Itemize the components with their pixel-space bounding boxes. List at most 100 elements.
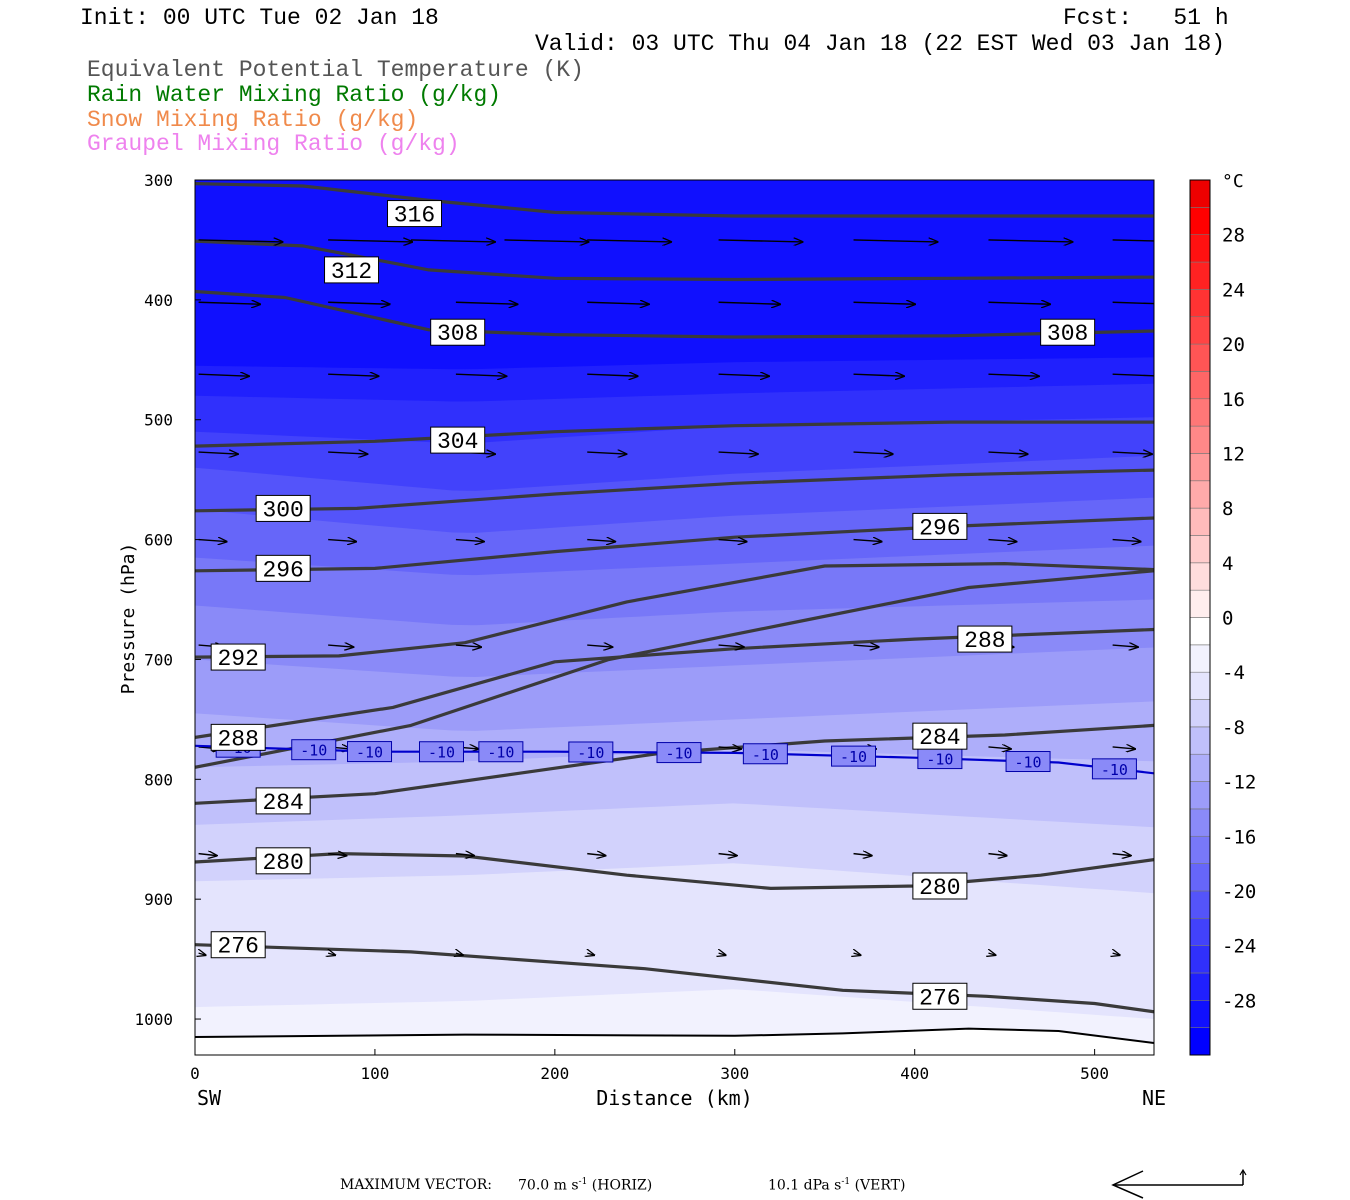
contour-labels: 316 312 308 308 304 300 296 296 292 288 288 284 284 2…: [210, 200, 1096, 1011]
wind-vector: [587, 854, 605, 856]
wind-vector: [1112, 645, 1138, 647]
wind-vector: [1112, 239, 1154, 242]
contour-label-box: [387, 200, 443, 228]
y-tick-label: 900: [144, 890, 173, 909]
theta-e-contour: [195, 943, 1154, 1014]
isotherm-label: -10: [356, 744, 383, 762]
isotherm-label: -10: [752, 746, 779, 764]
cross-section-chart: -10-10-10-10-10-10-10-10-10-10-10-10 316…: [118, 171, 1256, 1110]
contour-label-box: [324, 256, 380, 284]
contour-label: 276: [919, 985, 960, 1011]
colorbar-swatch: [1189, 425, 1211, 454]
isotherm-label-box: [1091, 758, 1137, 780]
colorbar-tick-label: 0: [1222, 608, 1233, 630]
theta-e-contour: [195, 516, 1154, 573]
x-tick-label: 400: [900, 1064, 929, 1083]
y-tick-label: 300: [144, 171, 173, 190]
wind-vector: [587, 645, 612, 647]
contour-label: 300: [262, 497, 303, 523]
colorbar-swatch: [1189, 507, 1211, 536]
colorbar-swatch: [1189, 316, 1211, 345]
colorbar-tick-label: -24: [1222, 936, 1256, 958]
contour-label: 276: [217, 934, 258, 960]
wind-vector: [718, 302, 781, 304]
isotherm-label-box: [418, 741, 464, 763]
wind-vector: [328, 240, 412, 242]
wind-vector: [455, 645, 481, 647]
contour-label: 304: [437, 429, 478, 455]
colorbar-swatch: [1189, 453, 1211, 482]
colorbar-tick-label: -28: [1222, 990, 1256, 1012]
isotherm-label: -10: [487, 744, 514, 762]
wind-vector: [455, 374, 506, 376]
wind-vector: [328, 854, 346, 856]
colorbar-swatch: [1189, 890, 1211, 919]
contour-label-box: [1040, 318, 1096, 346]
wind-vector: [198, 540, 227, 542]
x-tick-label: 100: [360, 1064, 389, 1083]
y-axis: 300 400 500 600 700 800 900 1000 Pressure (hPa): [118, 171, 201, 1029]
colorbar-swatch: [1189, 207, 1211, 235]
colorbar-swatch: [1189, 753, 1211, 782]
contour-label-box: [912, 982, 968, 1010]
contour-label-box: [430, 318, 486, 346]
contour-label-box: [255, 847, 311, 875]
minus10-isotherm: -10-10-10-10-10-10-10-10-10-10-10-10: [195, 736, 1154, 780]
max-vector-label: MAXIMUM VECTOR:: [340, 1177, 492, 1193]
isotherm-label-box: [742, 743, 788, 765]
y-tick-label: 400: [144, 291, 173, 310]
isotherm-label-box: [831, 745, 877, 767]
colorbar-swatch: [1189, 945, 1211, 974]
wind-vector: [1112, 854, 1131, 856]
wind-vector: [587, 240, 671, 242]
wind-vector: [853, 645, 879, 647]
wind-vector: [854, 953, 861, 955]
colorbar-swatch: [1189, 917, 1211, 946]
contour-label: 296: [262, 557, 303, 583]
isotherm-label-box: [656, 742, 702, 764]
wind-vector: [718, 240, 803, 242]
contour-label-box: [912, 722, 968, 750]
colorbar-swatch: [1189, 179, 1211, 208]
colorbar-swatch: [1189, 671, 1211, 700]
colorbar-swatch: [1189, 1000, 1211, 1028]
colorbar-tick-label: 28: [1222, 225, 1245, 247]
theta-e-contour: [195, 569, 1154, 769]
wind-vector: [988, 302, 1050, 304]
ground-line: [195, 1027, 1154, 1044]
wind-vector: [504, 240, 588, 242]
plot-frame: [194, 179, 1155, 1056]
field-label-snow: Snow Mixing Ratio (g/kg): [87, 107, 419, 133]
wind-vector: [718, 854, 737, 856]
wind-vector: [718, 747, 741, 749]
contour-label: 284: [262, 790, 303, 816]
y-tick-label: 800: [144, 770, 173, 789]
wind-vector: [988, 747, 1010, 749]
contour-label: 308: [1047, 321, 1088, 347]
field-label-graupel: Graupel Mixing Ratio (g/kg): [87, 131, 460, 157]
colorbar-swatch: [1189, 699, 1211, 728]
colorbar-swatch: [1189, 781, 1211, 810]
wind-vector: [988, 953, 995, 955]
wind-vector: [1112, 301, 1154, 305]
wind-vector: [1112, 374, 1154, 376]
max-vector-horiz: 70.0 m s-1 (HORIZ): [518, 1177, 653, 1194]
colorbar-tick-label: 16: [1222, 389, 1245, 411]
y-tick-label: 500: [144, 411, 173, 430]
x-tick-label: 0: [190, 1064, 200, 1083]
contour-label-box: [255, 494, 311, 522]
y-tick-label: 700: [144, 650, 173, 669]
colorbar-swatch: [1189, 726, 1211, 755]
wind-vector: [328, 645, 353, 647]
wind-vector: [587, 953, 594, 955]
colorbar-swatch: [1189, 644, 1211, 673]
wind-vector: [456, 953, 463, 955]
field-label-theta-e: Equivalent Potential Temperature (K): [87, 57, 584, 83]
x-axis-title: Distance (km): [596, 1086, 753, 1110]
wind-vector: [988, 452, 1027, 454]
contour-label: 284: [919, 725, 960, 751]
isotherm-label: -10: [300, 742, 327, 760]
theta-e-contour: [195, 289, 1154, 339]
contour-label-box: [430, 426, 486, 454]
y-axis-title: Pressure (hPa): [118, 543, 139, 695]
